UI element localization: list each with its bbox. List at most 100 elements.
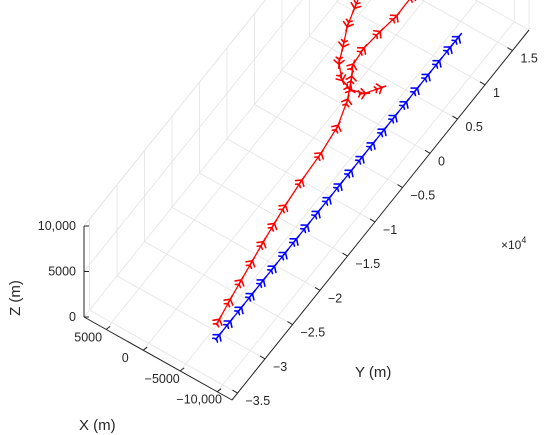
aircraft-tail — [212, 322, 220, 328]
y-tick-label: 1.5 — [521, 52, 538, 66]
aircraft-marker — [377, 125, 388, 138]
aircraft-tail — [345, 18, 353, 23]
y-tick-label: −2.5 — [301, 326, 326, 340]
aircraft-wings — [256, 279, 266, 287]
x-tick — [105, 325, 111, 330]
aircraft-tail — [333, 186, 340, 193]
grid-line — [179, 0, 478, 372]
aircraft-tail — [373, 86, 378, 94]
aircraft-tail — [347, 67, 355, 73]
aircraft-wings — [344, 83, 353, 94]
grid-line — [89, 309, 238, 394]
y-tick — [232, 389, 238, 394]
aircraft-marker — [278, 200, 289, 214]
aircraft-marker — [389, 11, 401, 24]
y-axis-multiplier: ×104 — [501, 235, 526, 252]
y-tick-label: −3.5 — [246, 394, 271, 408]
aircraft-tail — [212, 337, 219, 343]
y-tick-label: 1 — [493, 86, 500, 100]
aircraft-wings — [341, 98, 353, 106]
aircraft-tail — [372, 33, 379, 40]
aircraft-tail — [421, 77, 428, 83]
x-tick-label: 5000 — [74, 330, 102, 344]
aircraft-marker — [256, 276, 267, 289]
y-tick — [287, 321, 293, 326]
aircraft-wings — [278, 204, 289, 213]
aircraft-tail — [300, 227, 307, 234]
axis-lines — [83, 29, 530, 401]
aircraft-wings — [245, 292, 255, 301]
x-axis-label: X (m) — [79, 417, 116, 434]
aircraft-tail — [366, 145, 373, 152]
aircraft-marker — [346, 59, 358, 73]
y-tick — [424, 149, 431, 154]
aircraft-wings — [443, 46, 453, 55]
aircraft-wings — [350, 1, 362, 10]
grid-line — [83, 0, 266, 227]
grid-line — [83, 0, 303, 272]
aircraft-wings — [345, 75, 357, 82]
aircraft-marker — [212, 314, 223, 328]
x-tick-label: 0 — [122, 351, 129, 365]
x-tick — [179, 367, 185, 372]
y-axis-multiplier-base: ×10 — [501, 238, 522, 252]
aircraft-wings — [314, 152, 325, 160]
y-tick — [507, 47, 513, 52]
aircraft-marker — [294, 175, 306, 189]
grid-line — [336, 1, 486, 86]
aircraft-marker — [245, 256, 256, 270]
aircraft-tail — [311, 214, 318, 220]
aircraft-wings — [342, 20, 354, 28]
aircraft-marker — [267, 262, 278, 275]
aircraft-wings — [410, 87, 420, 96]
aircraft-wings — [289, 238, 299, 246]
aircraft-wings — [267, 222, 278, 231]
aircraft-marker — [355, 152, 366, 165]
y-tick — [369, 218, 376, 223]
aircraft-wings — [346, 63, 358, 71]
grid-line — [142, 0, 425, 351]
aircraft-marker — [278, 248, 289, 261]
aircraft-marker — [350, 0, 362, 13]
aircraft-marker — [421, 70, 432, 83]
aircraft-tail — [267, 226, 275, 232]
aircraft-tail — [256, 245, 264, 250]
aircraft-tail — [357, 90, 362, 98]
aircraft-wings — [212, 318, 223, 326]
y-axis-multiplier-exponent: 4 — [521, 235, 526, 245]
aircraft-marker — [451, 32, 463, 45]
aircraft-wings — [451, 35, 462, 44]
aircraft-tail — [331, 128, 339, 134]
x-tick-label: −5000 — [145, 372, 180, 386]
aircraft-marker — [356, 43, 368, 56]
aircraft-marker — [373, 83, 387, 95]
aircraft-wings — [212, 333, 222, 342]
z-tick-label: 0 — [69, 310, 76, 324]
aircraft-marker — [341, 94, 353, 108]
grid-line — [144, 241, 293, 325]
aircraft-tail — [278, 208, 286, 214]
grid-line — [199, 172, 348, 257]
aircraft-marker — [410, 84, 421, 97]
aircraft-wings — [245, 260, 256, 268]
aircraft-wings — [389, 14, 399, 23]
y-tick — [452, 115, 458, 120]
series-line — [218, 0, 410, 321]
aircraft-tail — [289, 241, 296, 247]
aircraft-marker — [300, 221, 311, 234]
aircraft-tail — [388, 118, 395, 124]
aircraft-wings — [267, 265, 277, 274]
aircraft-wings — [421, 73, 431, 82]
aircraft-tail — [342, 103, 350, 108]
aircraft-marker — [432, 56, 443, 69]
aircraft-tail — [245, 296, 252, 302]
aircraft-marker — [388, 111, 399, 124]
aircraft-marker — [223, 317, 234, 330]
aircraft-wings — [234, 306, 244, 315]
aircraft-tail — [294, 183, 302, 189]
y-tick — [479, 81, 486, 86]
aircraft-marker — [443, 43, 454, 56]
aircraft-marker — [344, 166, 355, 179]
y-tick-label: 0 — [438, 154, 445, 168]
